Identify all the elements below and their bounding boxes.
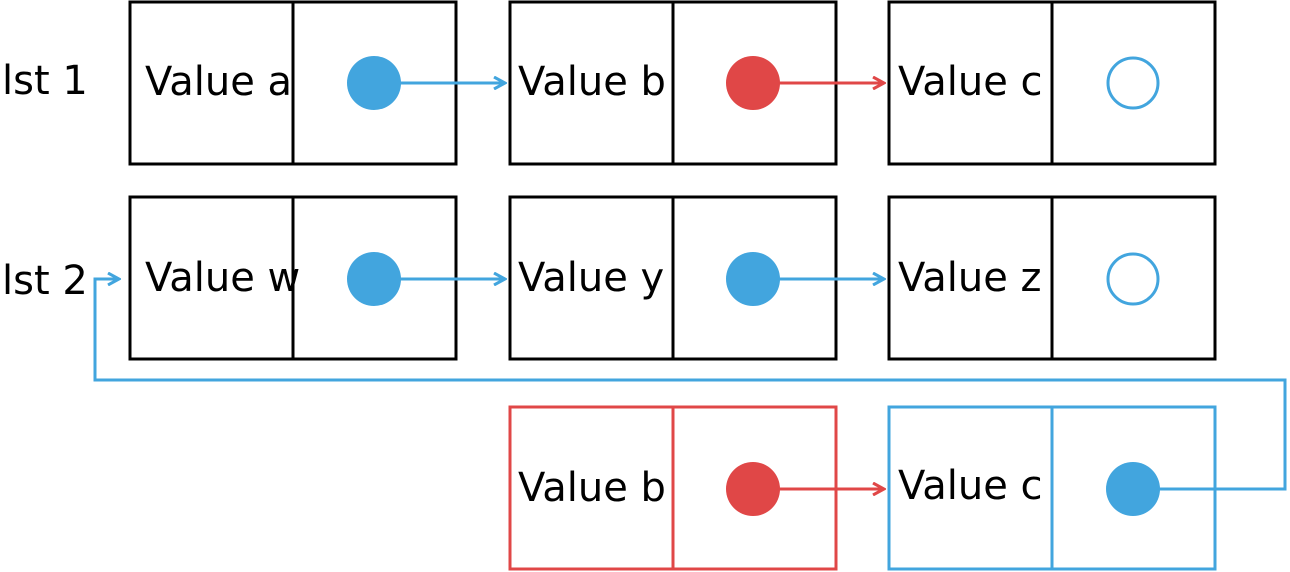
null-pointer-circle — [1106, 56, 1160, 110]
node-value-label: Value w — [145, 255, 300, 301]
node-value-label: Value c — [898, 463, 1043, 509]
node-value-label: Value b — [518, 465, 666, 511]
node-value-cell — [128, 0, 295, 166]
node-row2-3: Value z — [887, 195, 1217, 361]
node-row1-1: Value a — [128, 0, 458, 166]
null-pointer-circle — [1106, 252, 1160, 306]
node-row1-3: Value c — [887, 0, 1217, 166]
list-label-lst-1: lst 1 — [2, 58, 88, 104]
node-value-cell — [508, 405, 675, 571]
node-value-label: Value c — [898, 59, 1043, 105]
node-value-label: Value z — [898, 255, 1042, 301]
arrow-loop-to-lst2 — [93, 279, 1287, 491]
list-label-lst-2: lst 2 — [2, 258, 88, 304]
node-value-label: Value y — [518, 255, 664, 301]
node-value-cell — [887, 195, 1054, 361]
node-value-label: Value a — [145, 59, 292, 105]
node-value-cell — [887, 0, 1054, 166]
node-row3-1: Value b — [508, 405, 838, 571]
node-value-cell — [508, 0, 675, 166]
node-value-label: Value b — [518, 59, 666, 105]
